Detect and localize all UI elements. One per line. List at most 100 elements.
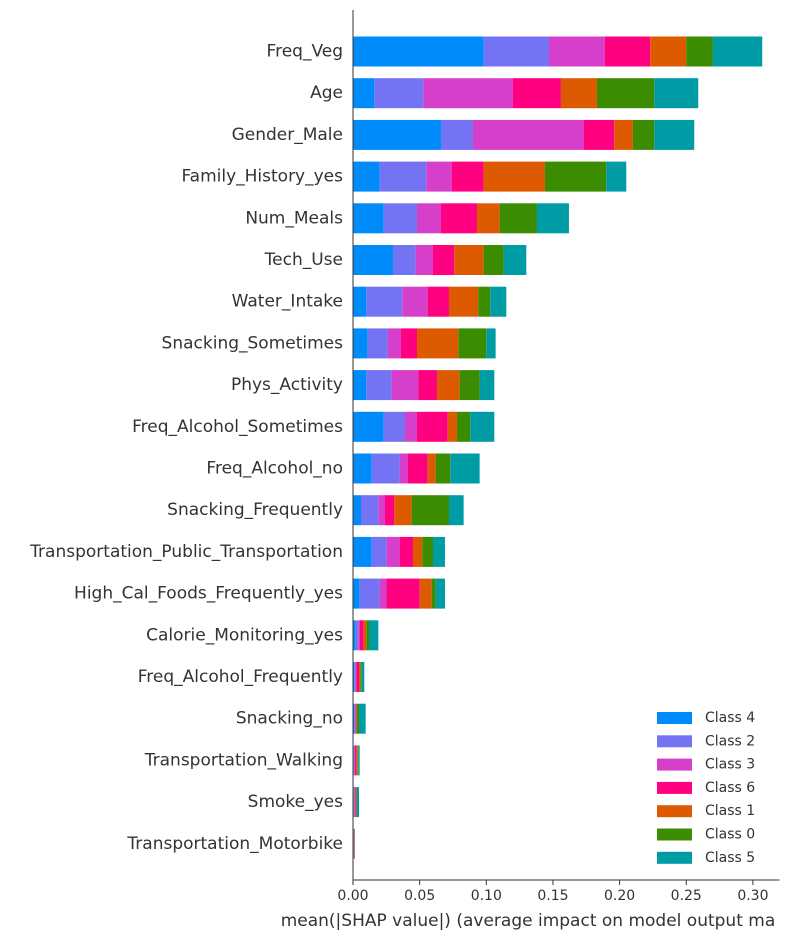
bar-segment-snacking-sometimes-class-2: [367, 328, 388, 359]
bar-segment-snacking-frequently-class-2: [360, 495, 379, 526]
bar-segment-water-intake-class-4: [353, 286, 367, 317]
bar-segment-gender-male-class-4: [353, 119, 441, 150]
bar-segment-freq-alcohol-frequently-class-3: [355, 662, 357, 692]
bar-segment-freq-alcohol-frequently-class-0: [360, 662, 362, 692]
legend-label-class-1: Class 1: [705, 803, 755, 819]
y-tick-label: Num_Meals: [245, 208, 343, 228]
bar-segment-tech-use-class-4: [353, 245, 393, 275]
bar-segment-freq-veg-class-2: [483, 36, 549, 67]
bar-segment-snacking-no-class-0: [356, 703, 359, 734]
bar-segment-calorie-monitoring-yes-class-3: [358, 620, 360, 651]
bar-segment-freq-alcohol-sometimes-class-6: [416, 411, 448, 442]
bar-segment-age-class-2: [374, 78, 424, 109]
y-tick-label: Transportation_Public_Transportation: [29, 542, 343, 562]
legend-label-class-4: Class 4: [705, 710, 755, 726]
bar-segment-freq-alcohol-no-class-6: [407, 453, 428, 484]
bar-segment-freq-alcohol-no-class-2: [371, 453, 400, 484]
bar-segment-transportation-walking-class-0: [357, 745, 359, 776]
bar-segment-age-class-6: [512, 78, 561, 109]
bar-segment-tech-use-class-0: [483, 245, 504, 275]
bar-segment-age-class-3: [423, 78, 513, 109]
bar-segment-smoke-yes-class-1: [355, 787, 357, 818]
bar-segment-tech-use-class-1: [454, 245, 484, 275]
bar-segment-freq-alcohol-no-class-4: [353, 453, 372, 484]
bar-segment-high-cal-foods-frequently-yes-class-1: [419, 578, 432, 609]
legend-swatch-class-3: [657, 758, 692, 771]
y-tick-label: Tech_Use: [264, 250, 343, 270]
bar-segment-smoke-yes-class-6: [354, 787, 356, 818]
bar-segment-gender-male-class-5: [654, 119, 695, 150]
bar-segment-transportation-walking-class-2: [353, 745, 355, 776]
y-tick-label: Transportation_Walking: [144, 750, 343, 770]
x-axis-title: mean(|SHAP value|) (average impact on mo…: [281, 911, 776, 931]
bar-segment-phys-activity-class-3: [391, 370, 419, 401]
bar-segment-transportation-public-transportation-class-1: [412, 536, 423, 567]
bar-segment-high-cal-foods-frequently-yes-class-3: [379, 578, 387, 609]
bar-segment-freq-alcohol-frequently-class-2: [354, 662, 356, 692]
bar-segment-freq-alcohol-no-class-0: [435, 453, 451, 484]
bar-segment-freq-alcohol-no-class-5: [450, 453, 480, 484]
bar-segment-snacking-frequently-class-5: [448, 495, 464, 526]
bar-segment-snacking-sometimes-class-6: [400, 328, 417, 359]
bar-segment-gender-male-class-1: [614, 119, 633, 150]
bar-segment-snacking-no-class-2: [354, 703, 355, 734]
legend-swatch-class-1: [657, 805, 692, 818]
bar-segment-age-class-4: [353, 78, 375, 109]
bar-segment-transportation-walking-class-5: [358, 745, 360, 776]
y-tick-label: Freq_Veg: [267, 42, 343, 62]
bar-segment-calorie-monitoring-yes-class-4: [353, 620, 356, 651]
bar-segment-num-meals-class-6: [440, 203, 477, 234]
y-tick-label: Snacking_Sometimes: [162, 333, 344, 353]
bar-segment-water-intake-class-3: [402, 286, 428, 317]
bar-segment-freq-alcohol-frequently-class-1: [358, 662, 361, 692]
bar-segment-high-cal-foods-frequently-yes-class-5: [435, 578, 445, 609]
y-tick-label: Transportation_Motorbike: [126, 834, 343, 854]
bar-segment-tech-use-class-2: [392, 245, 416, 275]
bar-segment-freq-alcohol-sometimes-class-5: [470, 411, 495, 442]
bar-segment-num-meals-class-0: [499, 203, 537, 234]
bar-segment-transportation-walking-class-1: [356, 745, 358, 776]
bar-segment-high-cal-foods-frequently-yes-class-2: [359, 578, 380, 609]
x-tick-label: 0.00: [337, 888, 368, 904]
bar-segment-phys-activity-class-1: [436, 370, 460, 401]
bar-segment-family-history-yes-class-1: [483, 161, 545, 192]
bar-segment-transportation-public-transportation-class-4: [353, 536, 372, 567]
bar-segment-freq-alcohol-frequently-class-5: [361, 662, 365, 692]
bar-segment-snacking-sometimes-class-4: [353, 328, 368, 359]
y-tick-label: Age: [310, 83, 343, 103]
bar-segment-tech-use-class-6: [432, 245, 455, 275]
bar-segment-num-meals-class-1: [476, 203, 500, 234]
bar-segment-phys-activity-class-5: [479, 370, 495, 401]
bar-segment-snacking-sometimes-class-3: [387, 328, 401, 359]
x-tick-label: 0.15: [537, 888, 568, 904]
bar-segment-smoke-yes-class-3: [354, 787, 355, 818]
bar-segment-num-meals-class-5: [536, 203, 569, 234]
bar-segment-freq-alcohol-frequently-class-4: [353, 662, 355, 692]
bar-segment-freq-veg-class-4: [353, 36, 484, 67]
bar-segment-freq-alcohol-sometimes-class-3: [404, 411, 417, 442]
legend-label-class-5: Class 5: [705, 850, 755, 866]
bar-segment-phys-activity-class-2: [366, 370, 392, 401]
bar-segment-snacking-no-class-5: [358, 703, 366, 734]
bar-segment-transportation-walking-class-6: [354, 745, 357, 776]
bar-segment-phys-activity-class-4: [353, 370, 367, 401]
bar-segment-num-meals-class-2: [383, 203, 417, 234]
bar-segment-family-history-yes-class-5: [606, 161, 627, 192]
bar-segment-water-intake-class-1: [448, 286, 479, 317]
bar-segment-water-intake-class-5: [490, 286, 507, 317]
bar-segment-snacking-no-class-6: [355, 703, 357, 734]
bar-segment-transportation-public-transportation-class-6: [399, 536, 413, 567]
bar-segment-snacking-sometimes-class-0: [458, 328, 487, 359]
bar-segment-tech-use-class-5: [503, 245, 527, 275]
y-tick-label: Snacking_Frequently: [167, 500, 343, 520]
bar-segment-freq-veg-class-0: [686, 36, 713, 67]
bar-segment-transportation-walking-class-3: [354, 745, 355, 776]
bar-segment-snacking-frequently-class-0: [411, 495, 449, 526]
bar-segment-high-cal-foods-frequently-yes-class-6: [386, 578, 420, 609]
bar-segment-snacking-sometimes-class-5: [486, 328, 496, 359]
x-tick-label: 0.30: [737, 888, 768, 904]
bar-segment-transportation-public-transportation-class-2: [371, 536, 387, 567]
bar-segment-freq-alcohol-sometimes-class-4: [353, 411, 384, 442]
bar-segment-freq-veg-class-1: [650, 36, 687, 67]
